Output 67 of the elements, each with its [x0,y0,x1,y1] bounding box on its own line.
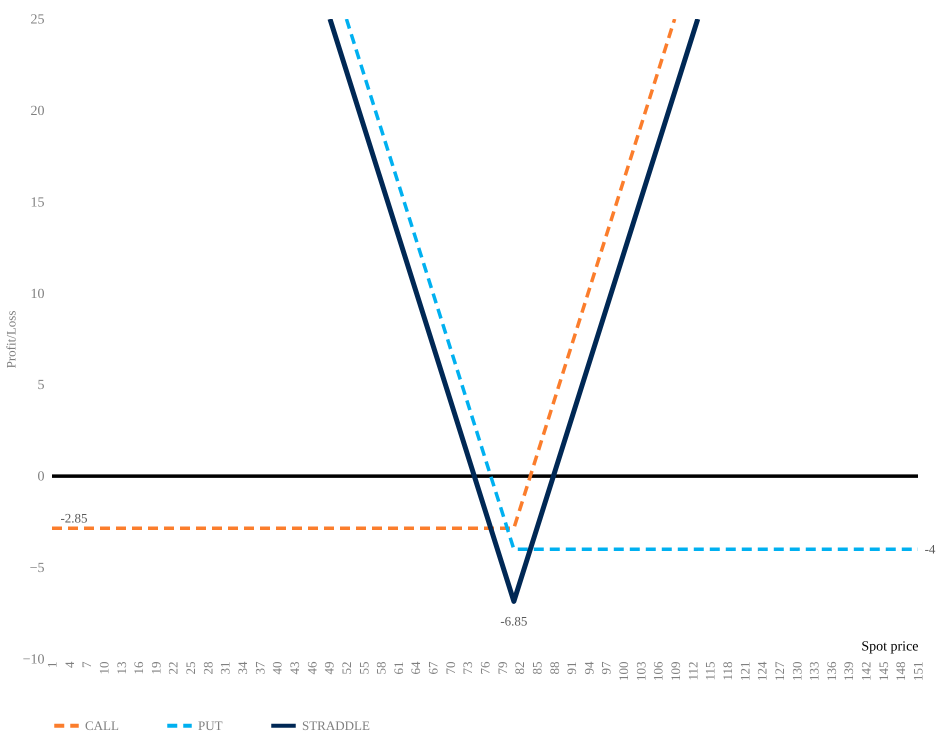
x-tick-label: 109 [668,662,684,681]
legend-label: STRADDLE [302,718,370,733]
x-tick-label: 88 [546,662,562,674]
x-tick-label: 19 [148,662,164,674]
x-tick-label: 46 [304,661,320,674]
x-tick-label: 133 [806,662,822,681]
x-tick-label: 106 [650,661,666,681]
x-tick-label: 37 [252,661,268,674]
y-axis-title: Profit/Loss [4,310,19,368]
x-tick-label: 67 [426,661,441,674]
y-tick-label: 15 [30,195,44,210]
x-tick-label: 151 [910,662,926,681]
x-tick-label: 100 [616,662,632,681]
x-tick-label: 85 [529,662,544,674]
x-tick-label: 145 [876,662,891,681]
x-tick-label: 4 [62,661,77,668]
x-tick-label: 118 [720,662,735,681]
legend-label: PUT [198,718,223,733]
x-tick-label: 43 [286,662,302,674]
x-tick-label: 115 [702,662,718,681]
data-label: -6.85 [500,613,528,628]
x-tick-label: 148 [893,662,908,681]
y-tick-label: −5 [30,561,44,576]
x-tick-label: 52 [338,662,354,674]
y-tick-label: 10 [30,286,44,302]
x-tick-label: 55 [356,662,372,674]
x-tick-label: 10 [96,662,112,674]
x-tick-label: 127 [772,661,787,681]
x-tick-label: 79 [494,662,510,674]
x-tick-label: 97 [598,661,614,674]
x-tick-label: 130 [789,662,804,681]
x-tick-label: 76 [478,661,492,674]
y-tick-label: 0 [38,470,44,485]
y-tick-label: 20 [30,104,44,119]
x-tick-label: 31 [218,662,233,674]
x-tick-label: 103 [633,662,648,681]
x-tick-label: 91 [564,662,580,674]
y-tick-label: −10 [22,652,44,668]
x-tick-label: 28 [200,662,216,674]
x-tick-label: 112 [685,662,700,681]
x-tick-label: 13 [114,662,129,674]
x-tick-label: 58 [374,662,389,674]
x-tick-label: 61 [390,662,406,674]
x-tick-label: 22 [166,662,181,674]
x-tick-label: 1 [44,662,60,668]
x-tick-label: 70 [442,662,458,674]
data-label: -4 [924,541,936,556]
x-tick-label: 94 [581,661,596,674]
x-tick-label: 7 [79,661,94,668]
x-tick-label: 124 [754,661,770,681]
x-tick-label: 139 [841,662,856,681]
x-tick-label: 142 [858,662,874,681]
x-tick-label: 64 [408,661,424,674]
x-tick-label: 49 [322,662,337,674]
x-axis-title: Spot price [861,640,918,654]
x-tick-label: 121 [737,662,752,681]
x-tick-label: 40 [270,662,285,674]
x-tick-label: 73 [460,662,476,674]
legend-label: CALL [85,718,119,733]
x-tick-label: 16 [131,661,146,674]
x-tick-label: 82 [512,662,528,674]
y-tick-label: 25 [30,12,44,28]
x-tick-label: 136 [824,661,839,681]
x-tick-label: 34 [235,661,250,674]
data-label: -2.85 [60,510,88,526]
x-tick-label: 25 [183,662,198,674]
y-tick-label: 5 [38,378,44,394]
